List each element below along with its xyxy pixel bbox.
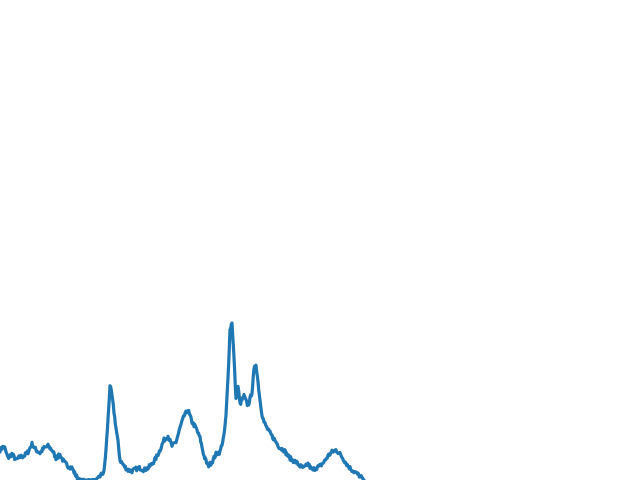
series-line-0 [0, 321, 366, 480]
